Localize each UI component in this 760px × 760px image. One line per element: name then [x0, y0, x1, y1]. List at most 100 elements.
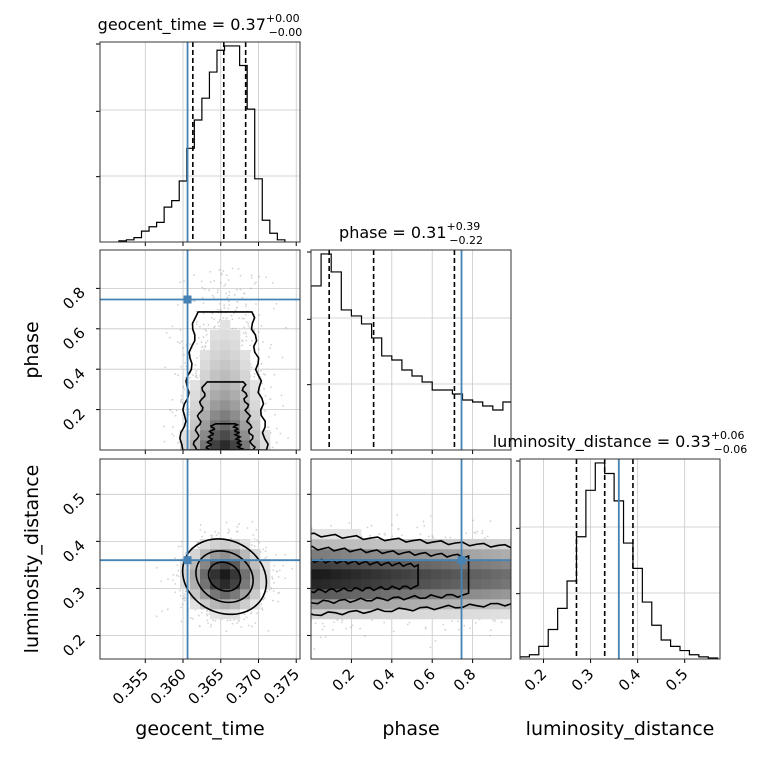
sample-point [198, 625, 201, 628]
density-bin [220, 420, 231, 431]
sample-point [250, 274, 253, 277]
sample-point [203, 348, 206, 351]
sample-point [169, 409, 172, 412]
sample-point [213, 318, 216, 321]
density-bin [351, 529, 362, 540]
sample-point [278, 591, 281, 594]
sample-point [225, 317, 228, 320]
contours [179, 311, 269, 450]
density-bin [190, 400, 201, 411]
sample-point [211, 312, 214, 315]
sample-point [182, 385, 185, 388]
sample-point [432, 536, 435, 539]
sample-point [194, 372, 197, 375]
sample-point [319, 636, 322, 639]
sample-point [345, 627, 348, 630]
sample-point [192, 618, 194, 620]
sample-point [244, 305, 247, 308]
density-bin [230, 370, 241, 381]
density-bin [250, 420, 261, 431]
sample-point [206, 614, 209, 617]
density-bin [351, 599, 362, 610]
density-bin [351, 559, 362, 570]
sample-point [210, 536, 213, 539]
density-bin [220, 410, 231, 421]
sample-point [197, 614, 200, 617]
sample-point [225, 317, 228, 320]
sample-point [236, 306, 238, 309]
sample-point [274, 413, 277, 416]
density-bin [401, 599, 412, 610]
sample-point [216, 291, 219, 294]
sample-point [176, 341, 179, 343]
x-tick-label: 0.4 [615, 665, 645, 695]
sample-point [234, 327, 237, 330]
sample-point [324, 635, 327, 638]
density-bin [431, 539, 442, 550]
sample-point [205, 613, 208, 615]
sample-point [172, 434, 175, 437]
density-bin [210, 340, 221, 351]
density-bin [331, 609, 342, 620]
density-bin [331, 539, 342, 550]
sample-point [212, 296, 215, 299]
sample-point [180, 401, 182, 404]
density-bin [200, 539, 211, 550]
axes-frame [519, 458, 721, 660]
sample-point [250, 544, 253, 547]
histogram-step [118, 45, 286, 242]
sample-point [250, 276, 253, 279]
sample-point [245, 313, 247, 316]
sample-point [207, 622, 209, 625]
sample-point [472, 519, 475, 522]
sample-point [278, 569, 281, 572]
density-bin [481, 549, 492, 560]
panel-title: phase = 0.31+0.39 −0.22 [339, 220, 483, 247]
density-bin [331, 589, 342, 600]
sample-point [236, 525, 239, 528]
sample-point [241, 344, 244, 347]
density-bin [501, 589, 511, 600]
density-bin [401, 609, 412, 620]
density-bin [200, 579, 211, 590]
sample-point [222, 270, 225, 272]
density-bin [250, 410, 261, 421]
density-bin [220, 320, 231, 331]
sample-point [275, 427, 278, 430]
sample-point [253, 545, 256, 547]
sample-point [184, 596, 187, 599]
density-bin [341, 559, 352, 570]
sample-point [234, 309, 237, 312]
sample-point [171, 426, 174, 428]
density-bin [200, 410, 211, 421]
sample-point [291, 567, 294, 570]
sample-point [202, 312, 205, 315]
density-bin [431, 589, 442, 600]
density-bin [230, 589, 241, 600]
density-bin [240, 350, 251, 361]
hist-panel-phase [307, 249, 512, 454]
density-bin [371, 599, 382, 610]
sample-point [213, 326, 216, 329]
density-bin [441, 559, 452, 570]
sample-point [444, 628, 447, 631]
density-bin [321, 569, 332, 580]
density-bin [210, 420, 221, 431]
density-bin [240, 559, 251, 570]
sample-point [253, 538, 256, 541]
sample-point [491, 619, 494, 621]
density-bin [381, 559, 392, 570]
sample-point [255, 281, 257, 284]
x-tick-label: 0.5 [662, 665, 692, 695]
density-bin [361, 609, 372, 620]
sample-point [237, 268, 240, 270]
sample-point [155, 566, 158, 569]
density-bin [411, 589, 422, 600]
sample-point [223, 285, 226, 287]
sample-point [262, 598, 265, 601]
y-axis-label: luminosity_distance [21, 465, 43, 654]
density-bin [461, 579, 472, 590]
density-bin [311, 559, 322, 570]
sample-point [163, 440, 166, 443]
sample-point [201, 286, 204, 289]
